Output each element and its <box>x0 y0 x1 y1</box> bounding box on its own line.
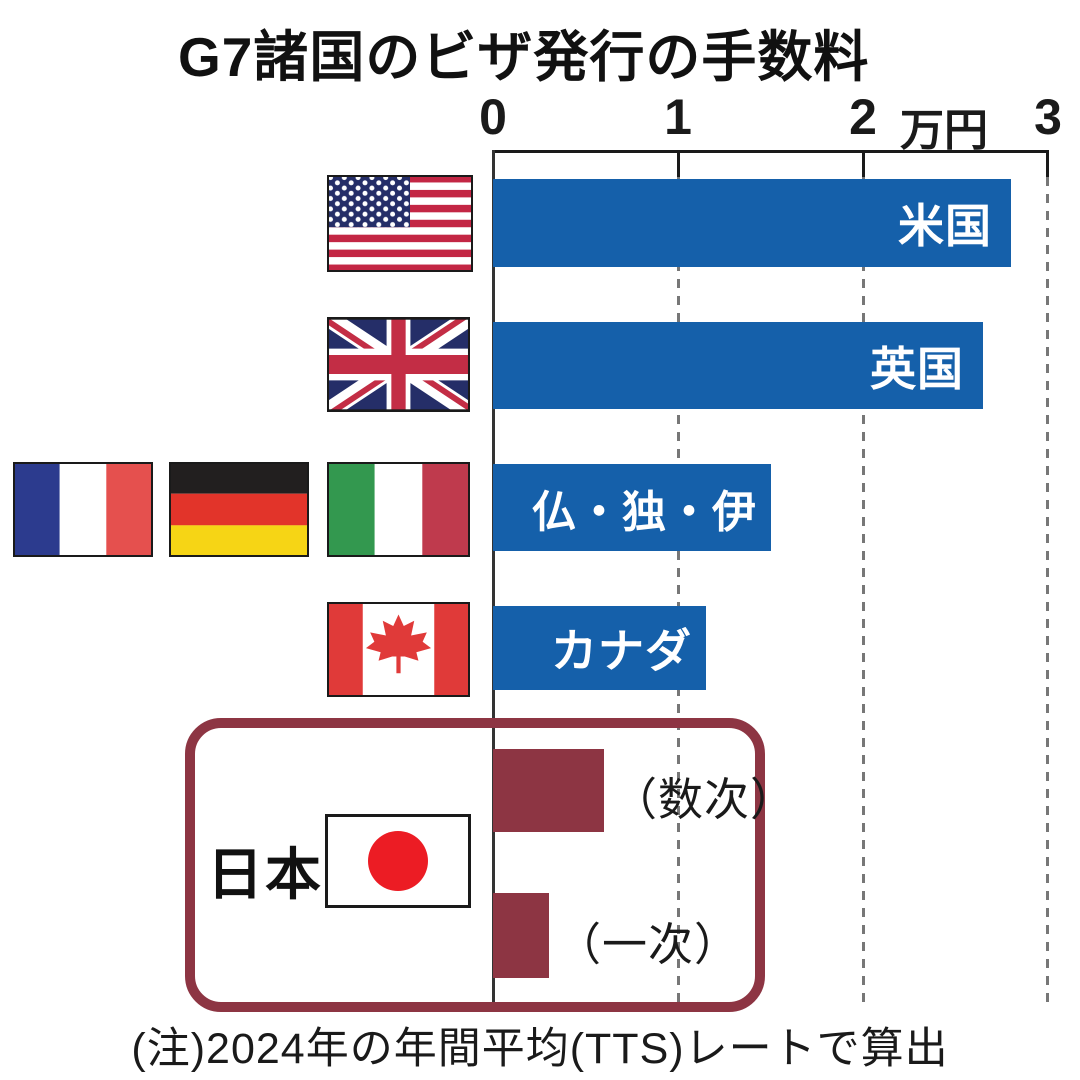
axis-line <box>493 150 1049 153</box>
bar-label-japan-multiple: （数次） <box>612 774 797 825</box>
bar-label-japan-single: （一次） <box>556 919 741 970</box>
axis-tick-label-0: 0 <box>479 89 507 145</box>
chart-title: G7諸国のビザ発行の手数料 <box>178 26 870 88</box>
bar-japan-multiple <box>493 749 604 832</box>
bar-usa: 米国 <box>493 179 1011 267</box>
usa-flag-icon <box>327 175 473 272</box>
axis-tick-2 <box>862 150 865 177</box>
axis-tick-label-1: 1 <box>664 89 692 145</box>
bar-label-uk: 英国 <box>870 342 964 395</box>
axis-unit-label: 万円 <box>900 106 988 155</box>
italy-flag-icon <box>327 462 470 557</box>
germany-flag-icon <box>169 462 309 557</box>
uk-flag-icon <box>323 308 474 421</box>
bar-fr-de-it: 仏・独・伊 <box>493 464 771 551</box>
bar-uk: 英国 <box>493 322 983 409</box>
canada-flag-icon <box>327 602 470 697</box>
gridline-3 <box>1046 177 1049 1005</box>
bar-label-canada: カナダ <box>551 625 692 677</box>
japan-highlight-box <box>185 718 765 1012</box>
bar-label-usa: 米国 <box>898 200 992 252</box>
gridline-2 <box>862 177 865 1005</box>
france-flag-icon <box>13 462 153 557</box>
japan-label: 日本 <box>207 843 323 906</box>
axis-tick-label-3: 3 <box>1034 89 1062 145</box>
bar-japan-single <box>493 893 549 978</box>
axis-tick-label-2: 2 <box>849 89 877 145</box>
gridline-1 <box>677 177 680 1005</box>
axis-zero-line <box>492 150 495 1003</box>
footnote: (注)2024年の年間平均(TTS)レートで算出 <box>131 1025 949 1073</box>
axis-tick-1 <box>677 150 680 177</box>
axis-tick-3 <box>1046 150 1049 177</box>
bar-label-fr-de-it: 仏・独・伊 <box>532 487 757 537</box>
bar-canada: カナダ <box>493 606 706 690</box>
japan-flag-icon <box>325 814 471 908</box>
